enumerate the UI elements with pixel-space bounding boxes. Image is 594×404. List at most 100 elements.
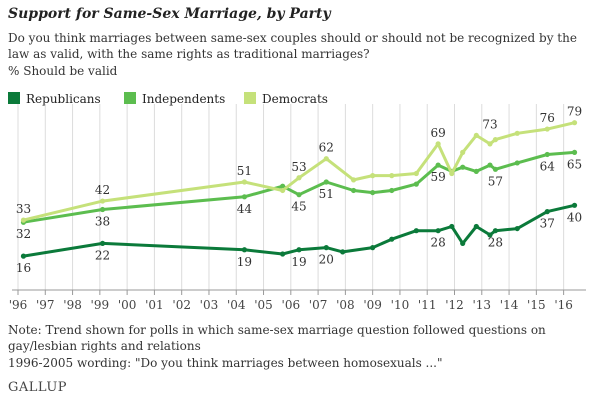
legend-swatch-republicans <box>8 92 20 104</box>
wording-note: 1996-2005 wording: "Do you think marriag… <box>8 356 443 370</box>
x-tick-label: '14 <box>500 298 519 312</box>
data-point-democrats <box>544 126 550 132</box>
data-point-republicans <box>413 228 419 234</box>
data-point-independents <box>350 187 357 194</box>
data-point-independents <box>571 149 578 155</box>
x-tick-label: '09 <box>363 298 382 312</box>
data-label-republicans: 28 <box>488 236 503 250</box>
data-point-republicans <box>99 240 106 247</box>
data-point-republicans <box>20 253 27 259</box>
data-point-republicans <box>544 209 550 215</box>
data-point-democrats <box>435 141 441 147</box>
data-point-democrats <box>350 177 357 183</box>
x-axis: '96 '97 '98 '99 '00 '01 '02 '03 '04 '05 '06 '07 '08 '… <box>9 289 586 312</box>
data-label-independents: 44 <box>237 202 253 216</box>
data-point-independents <box>514 160 520 166</box>
data-label-independents: 32 <box>16 227 31 241</box>
data-label-republicans: 40 <box>567 210 582 224</box>
legend-item-republicans: Republicans <box>8 92 101 106</box>
data-point-democrats <box>413 170 419 177</box>
x-tick-label: '00 <box>118 298 137 312</box>
gallup-logo: GALLUP <box>8 380 68 395</box>
data-label-democrats: 76 <box>540 111 555 125</box>
legend-label-democrats: Democrats <box>262 92 328 106</box>
x-tick-label: '10 <box>391 298 410 312</box>
data-point-republicans <box>514 225 520 232</box>
data-label-independents: 38 <box>95 215 110 229</box>
data-point-democrats <box>460 149 466 155</box>
data-point-democrats <box>487 141 493 147</box>
data-point-independents <box>296 192 302 198</box>
survey-question: Do you think marriages between same-sex … <box>8 31 577 61</box>
data-label-democrats: 51 <box>237 164 252 178</box>
data-label-democrats: 53 <box>291 160 306 174</box>
data-point-republicans <box>323 245 329 251</box>
data-point-republicans <box>449 223 455 230</box>
data-point-independents <box>487 162 493 168</box>
data-label-republicans: 19 <box>291 255 306 269</box>
data-label-independents: 57 <box>488 174 503 188</box>
data-label-democrats: 73 <box>482 117 497 131</box>
data-point-independents <box>413 181 419 187</box>
data-point-republicans <box>473 223 479 230</box>
data-label-democrats: 79 <box>567 105 582 119</box>
legend-item-independents: Independents <box>124 92 225 106</box>
data-label-democrats: 42 <box>95 183 110 197</box>
x-tick-label: '02 <box>172 298 191 312</box>
data-label-democrats: 33 <box>16 202 31 216</box>
x-tick-label: '05 <box>254 298 273 312</box>
x-tick-label: '06 <box>282 298 301 312</box>
data-point-independents <box>492 166 499 172</box>
data-point-independents <box>323 179 329 185</box>
data-point-independents <box>435 162 441 168</box>
data-label-republicans: 37 <box>540 217 555 231</box>
data-label-democrats: 62 <box>319 141 334 155</box>
data-point-democrats <box>473 132 479 139</box>
data-label-independents: 64 <box>540 159 556 173</box>
legend-item-democrats: Democrats <box>244 92 328 106</box>
data-label-independents: 59 <box>430 170 445 184</box>
x-tick-label: '98 <box>63 298 82 312</box>
data-label-democrats: 69 <box>430 126 445 140</box>
legend-swatch-democrats <box>244 92 256 104</box>
data-point-independents <box>473 168 479 175</box>
data-point-independents <box>99 206 106 213</box>
data-point-democrats <box>449 170 455 177</box>
data-point-democrats <box>296 175 302 181</box>
data-point-republicans <box>370 245 376 251</box>
data-point-independents <box>544 151 550 158</box>
data-point-republicans <box>389 236 395 242</box>
footnote: Note: Trend shown for polls in which sam… <box>8 323 546 353</box>
x-tick-label: '08 <box>336 298 355 312</box>
data-label-independents: 65 <box>567 157 582 171</box>
data-point-republicans <box>241 247 248 253</box>
data-point-democrats <box>492 137 499 143</box>
data-point-democrats <box>571 120 578 126</box>
data-point-independents <box>280 183 286 189</box>
data-point-republicans <box>571 202 578 208</box>
x-tick-label: '01 <box>145 298 164 312</box>
data-point-republicans <box>280 251 286 257</box>
data-point-republicans <box>340 249 346 255</box>
x-tick-label: '96 <box>9 298 28 312</box>
data-label-independents: 51 <box>319 187 334 201</box>
data-point-democrats <box>280 187 286 194</box>
data-point-independents <box>460 164 466 170</box>
data-point-independents <box>370 189 376 196</box>
x-tick-label: '97 <box>36 298 55 312</box>
data-point-democrats <box>370 173 376 179</box>
x-tick-label: '16 <box>554 298 573 312</box>
data-point-democrats <box>99 198 106 204</box>
grid-lines <box>17 104 565 290</box>
data-point-democrats <box>514 130 520 136</box>
data-label-republicans: 19 <box>237 255 252 269</box>
data-point-independents <box>389 187 395 194</box>
x-tick-label: '07 <box>309 298 328 312</box>
data-point-independents <box>241 194 248 200</box>
x-tick-label: '15 <box>527 298 546 312</box>
x-tick-label: '04 <box>227 298 246 312</box>
data-point-republicans <box>487 232 493 238</box>
data-label-republicans: 22 <box>95 248 110 262</box>
data-label-independents: 45 <box>291 200 306 214</box>
